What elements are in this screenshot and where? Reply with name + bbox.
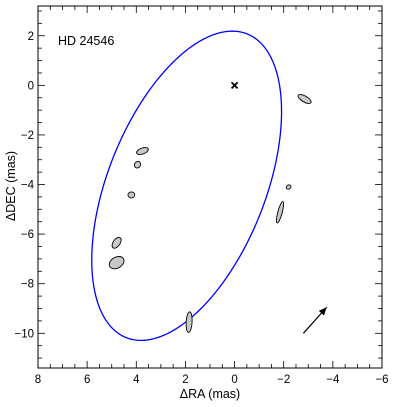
y-tick-label: −2 xyxy=(21,130,34,142)
y-tick-label: −8 xyxy=(21,279,34,291)
x-tick-label: −6 xyxy=(375,374,388,386)
y-axis-label: ΔDEC (mas) xyxy=(4,151,18,221)
observation-ellipse xyxy=(133,160,142,169)
observation-ellipse xyxy=(185,311,193,333)
observation-ellipse xyxy=(275,201,285,224)
y-tick-label: −4 xyxy=(21,180,35,192)
observation-ellipse xyxy=(108,256,125,270)
observation-ellipse xyxy=(285,184,292,190)
y-tick-label: −6 xyxy=(21,229,34,241)
x-tick-label: 2 xyxy=(182,374,188,386)
observation-ellipse xyxy=(127,191,136,199)
x-tick-label: 6 xyxy=(84,374,90,386)
x-tick-label: 8 xyxy=(35,374,41,386)
direction-arrow-head xyxy=(318,307,327,316)
x-tick-label: 0 xyxy=(231,374,237,386)
y-tick-label: 2 xyxy=(28,31,34,43)
x-tick-label: −4 xyxy=(326,374,340,386)
observation-ellipse xyxy=(111,236,122,249)
plot-frame xyxy=(37,5,383,369)
y-tick-label: 0 xyxy=(28,80,34,92)
observation-ellipse xyxy=(297,94,312,104)
observation-ellipse xyxy=(136,147,149,155)
primary-star-marker xyxy=(230,81,239,89)
x-tick-label: −2 xyxy=(277,374,290,386)
x-axis-label: ΔRA (mas) xyxy=(180,387,240,401)
chart-title: HD 24546 xyxy=(58,34,114,48)
x-tick-label: 4 xyxy=(133,374,140,386)
orbit-ellipse xyxy=(91,30,283,342)
y-tick-label: −10 xyxy=(14,328,34,340)
